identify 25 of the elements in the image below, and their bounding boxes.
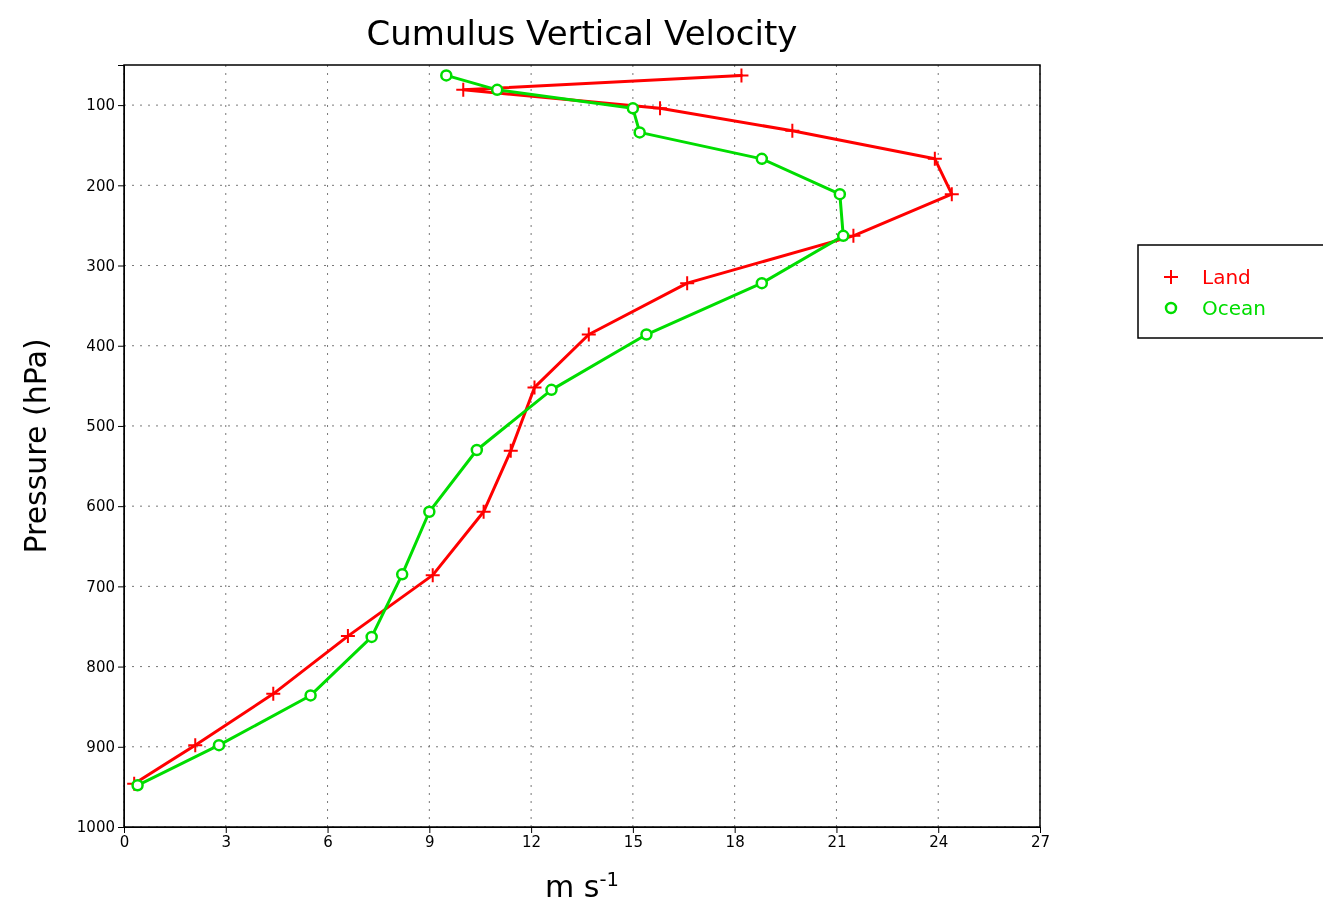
x-tick-label: 9 xyxy=(425,832,435,851)
y-axis-title: Pressure (hPa) xyxy=(18,338,53,554)
y-tick-label: 300 xyxy=(86,256,115,275)
y-tick-label: 1000 xyxy=(76,818,115,837)
y-tick-label: 900 xyxy=(86,738,115,757)
y-tick-label: 600 xyxy=(86,497,115,516)
x-tick-label: 27 xyxy=(1030,832,1051,851)
x-tick-label: 0 xyxy=(119,832,130,851)
x-tick-label: 12 xyxy=(522,832,542,851)
y-tick-label: 400 xyxy=(86,337,115,356)
y-tick-label: 700 xyxy=(86,577,115,596)
x-tick-label: 21 xyxy=(827,832,847,851)
x-tick-label: 3 xyxy=(221,832,232,851)
legend-label: Land xyxy=(1202,265,1251,289)
y-tick-label: 200 xyxy=(86,176,115,195)
legend-label: Ocean xyxy=(1202,296,1266,320)
y-tick-label: 500 xyxy=(86,417,115,436)
y-tick-label: 100 xyxy=(86,96,115,115)
x-tick-label: 15 xyxy=(623,832,643,851)
chart-title: Cumulus Vertical Velocity xyxy=(366,13,798,53)
x-tick-label: 24 xyxy=(929,832,949,851)
y-tick-label: 800 xyxy=(86,657,115,676)
x-tick-label: 18 xyxy=(725,832,745,851)
x-axis-title: m s$^{-1}$ xyxy=(545,867,619,904)
x-tick-label: 6 xyxy=(323,832,333,851)
